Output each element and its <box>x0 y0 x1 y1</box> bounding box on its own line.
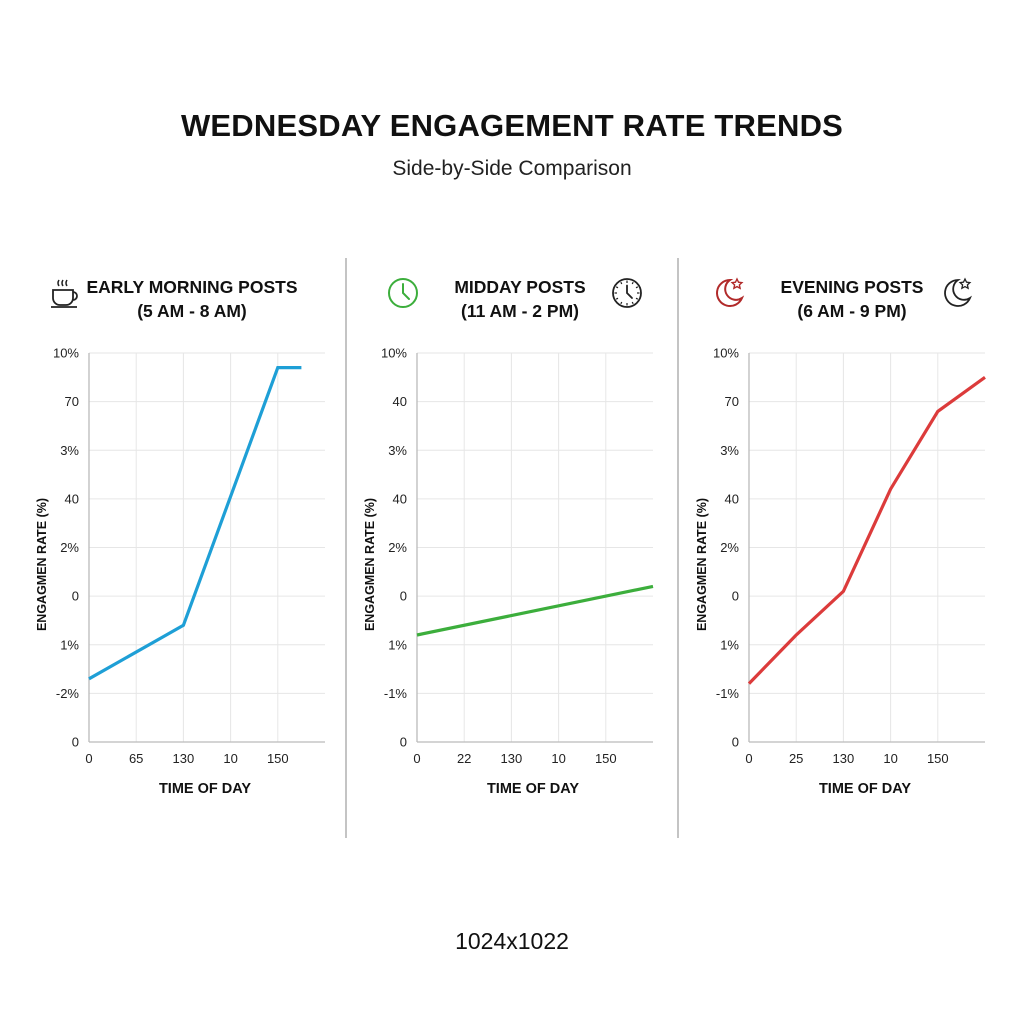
x-tick-label: 10 <box>551 751 565 766</box>
x-tick-label: 25 <box>789 751 803 766</box>
y-tick-label: 40 <box>393 394 407 409</box>
clock-icon <box>612 278 642 308</box>
y-tick-label: 70 <box>725 394 739 409</box>
panel-header: EARLY MORNING POSTS (5 AM - 8 AM) <box>24 275 360 323</box>
y-tick-label: 0 <box>400 589 407 604</box>
y-tick-label: 0 <box>732 589 739 604</box>
x-tick-label: 150 <box>927 751 949 766</box>
y-tick-label: 1% <box>60 637 79 652</box>
chart-plot-early-morning: 0 -2% 1% 0 2% 40 3% 70 10% 0 65 130 10 150 TIME OF DAY… <box>35 346 325 797</box>
y-tick-label: 10% <box>381 346 407 361</box>
y-tick-label: 40 <box>65 491 79 506</box>
y-axis-label: ENGAGMEN RATE (%) <box>363 498 377 631</box>
x-tick-label: 130 <box>501 751 523 766</box>
y-axis-label: ENGAGMEN RATE (%) <box>35 498 49 631</box>
x-axis-label: TIME OF DAY <box>159 781 251 797</box>
panel-title: EARLY MORNING POSTS <box>86 277 298 297</box>
series-line <box>88 365 302 681</box>
y-tick-label: -1% <box>716 686 740 701</box>
image-size-caption: 1024x1022 <box>455 928 569 954</box>
y-tick-label: 10% <box>53 346 79 361</box>
y-tick-label: 1% <box>720 637 739 652</box>
chart-plot-evening: 0 -1% 1% 0 2% 40 3% 70 10% 0 25 130 10 150 TIME OF DAY… <box>695 346 986 797</box>
y-tick-label: 70 <box>65 394 79 409</box>
panel-header: MIDDAY POSTS (11 AM - 2 PM) <box>352 275 688 323</box>
panel-title: EVENING POSTS <box>780 277 924 297</box>
y-tick-label: 3% <box>388 443 407 458</box>
panel-time-range: (5 AM - 8 AM) <box>137 301 247 321</box>
y-tick-label: 0 <box>400 735 407 750</box>
panel-divider <box>677 258 679 838</box>
panel-title: MIDDAY POSTS <box>454 277 586 297</box>
panel-early-morning: EARLY MORNING POSTS (5 AM - 8 AM) 0 -2% 1%… <box>24 250 360 810</box>
x-tick-label: 150 <box>267 751 289 766</box>
y-tick-label: 40 <box>393 491 407 506</box>
y-tick-label: 3% <box>60 443 79 458</box>
series-line <box>747 376 986 685</box>
y-tick-label: -2% <box>56 686 80 701</box>
x-tick-label: 10 <box>223 751 237 766</box>
chart-title: WEDNESDAY ENGAGEMENT RATE TRENDS <box>180 108 844 143</box>
x-tick-label: 10 <box>883 751 897 766</box>
y-tick-label: 2% <box>60 540 79 555</box>
x-tick-label: 130 <box>833 751 855 766</box>
clock-icon <box>388 278 418 308</box>
y-tick-label: 0 <box>72 735 79 750</box>
x-axis-label: TIME OF DAY <box>819 781 911 797</box>
series-line <box>416 584 654 637</box>
x-tick-label: 0 <box>85 751 92 766</box>
y-tick-label: 10% <box>713 346 739 361</box>
panel-time-range: (11 AM - 2 PM) <box>461 301 579 321</box>
panel-evening: EVENING POSTS (6 AM - 9 PM) 0 -1% 1% 0 2% 40 3… <box>684 250 1020 810</box>
chart-plot-midday: 0 -1% 1% 0 2% 40 3% 40 10% 0 22 130 10 150 TIME OF DAY… <box>363 346 654 797</box>
moon-star-icon <box>716 277 745 307</box>
x-tick-label: 22 <box>457 751 471 766</box>
x-tick-label: 65 <box>129 751 143 766</box>
y-tick-label: 2% <box>388 540 407 555</box>
coffee-cup-icon <box>51 279 78 308</box>
x-tick-label: 150 <box>595 751 617 766</box>
y-tick-label: 0 <box>732 735 739 750</box>
y-tick-label: 2% <box>720 540 739 555</box>
panel-time-range: (6 AM - 9 PM) <box>797 301 907 321</box>
y-tick-label: 1% <box>388 637 407 652</box>
x-axis-label: TIME OF DAY <box>487 781 579 797</box>
y-tick-label: 3% <box>720 443 739 458</box>
x-tick-label: 0 <box>413 751 420 766</box>
y-tick-label: 0 <box>72 589 79 604</box>
moon-star-icon <box>944 277 972 307</box>
panel-header: EVENING POSTS (6 AM - 9 PM) <box>684 275 1020 323</box>
panel-midday: MIDDAY POSTS (11 AM - 2 PM) 0 -1% 1% 0 2% 40 3… <box>352 250 688 810</box>
x-tick-label: 130 <box>173 751 195 766</box>
chart-subtitle: Side-by-Side Comparison <box>392 157 632 180</box>
y-axis-label: ENGAGMEN RATE (%) <box>695 498 709 631</box>
y-tick-label: -1% <box>384 686 408 701</box>
panel-divider <box>345 258 347 838</box>
x-tick-label: 0 <box>745 751 752 766</box>
y-tick-label: 40 <box>725 491 739 506</box>
